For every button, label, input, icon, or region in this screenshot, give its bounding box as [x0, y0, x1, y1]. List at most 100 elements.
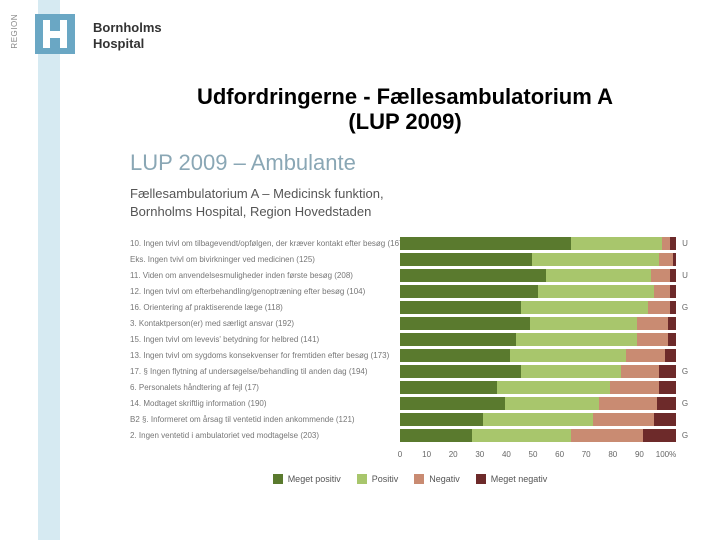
bar-segment: [400, 301, 521, 314]
x-tick: 30: [475, 450, 484, 459]
stacked-bar: [400, 237, 676, 250]
x-tick: 100%: [656, 450, 676, 459]
legend-item: Positiv: [357, 474, 399, 484]
chart-row: 13. Ingen tvivl om sygdoms konsekvenser …: [130, 348, 690, 363]
stacked-bar: [400, 285, 676, 298]
legend-label: Meget negativ: [491, 474, 548, 484]
bar-segment: [571, 429, 643, 442]
chart-row: 3. Kontaktperson(er) med særligt ansvar …: [130, 316, 690, 331]
x-tick: 70: [582, 450, 591, 459]
bar-segment: [546, 269, 651, 282]
bar-segment: [593, 413, 654, 426]
stacked-bar: [400, 429, 676, 442]
row-label: 13. Ingen tvivl om sygdoms konsekvenser …: [130, 351, 400, 360]
row-label: 10. Ingen tvivl om tilbagevendt/opfølgen…: [130, 239, 400, 248]
bar-segment: [610, 381, 660, 394]
bar-segment: [654, 413, 676, 426]
legend-swatch: [476, 474, 486, 484]
bar-segment: [400, 237, 571, 250]
bar-segment: [648, 301, 670, 314]
hospital-name-line2: Hospital: [93, 36, 162, 52]
bar-segment: [668, 333, 676, 346]
row-label: 3. Kontaktperson(er) med særligt ansvar …: [130, 319, 400, 328]
row-label: Eks. Ingen tvivl om bivirkninger ved med…: [130, 255, 400, 264]
subheader-line2: Bornholms Hospital, Region Hovedstaden: [130, 203, 384, 221]
x-tick: 50: [529, 450, 538, 459]
bar-segment: [659, 381, 676, 394]
stacked-bar: [400, 333, 676, 346]
h-logo-icon: [35, 14, 75, 54]
stacked-bar: [400, 253, 676, 266]
chart-row: B2 §. Informeret om årsag til ventetid i…: [130, 412, 690, 427]
x-tick: 60: [555, 450, 564, 459]
bar-segment: [670, 285, 676, 298]
x-axis: 0102030405060708090100%: [400, 450, 666, 466]
legend-item: Negativ: [414, 474, 460, 484]
row-label: 6. Personalets håndtering af fejl (17): [130, 383, 400, 392]
bar-segment: [400, 317, 530, 330]
row-letter: U: [676, 239, 690, 248]
row-label: 17. § Ingen flytning af undersøgelse/beh…: [130, 367, 400, 376]
legend: Meget positiv Positiv Negativ Meget negativ: [130, 474, 690, 484]
bar-segment: [400, 269, 546, 282]
chart-row: 16. Orientering af praktiserende læge (1…: [130, 300, 690, 315]
bar-segment: [400, 349, 510, 362]
bar-segment: [472, 429, 571, 442]
bar-segment: [400, 429, 472, 442]
chart-row: Eks. Ingen tvivl om bivirkninger ved med…: [130, 252, 690, 267]
x-tick: 0: [398, 450, 402, 459]
stacked-bar: [400, 381, 676, 394]
bar-segment: [400, 285, 538, 298]
bar-segment: [571, 237, 662, 250]
bar-segment: [400, 333, 516, 346]
bar-segment: [530, 317, 638, 330]
bar-segment: [510, 349, 626, 362]
chart-row: 15. Ingen tvivl om levevis' betydning fo…: [130, 332, 690, 347]
bar-segment: [521, 365, 620, 378]
stacked-bar: [400, 413, 676, 426]
stacked-bar: [400, 365, 676, 378]
bar-segment: [516, 333, 637, 346]
bar-segment: [497, 381, 610, 394]
x-tick: 10: [422, 450, 431, 459]
chart-row: 17. § Ingen flytning af undersøgelse/beh…: [130, 364, 690, 379]
chart-row: 14. Modtaget skriftlig information (190)…: [130, 396, 690, 411]
bar-segment: [400, 381, 497, 394]
stacked-bar: [400, 301, 676, 314]
slide-title: Udfordringerne - Fællesambulatorium A (L…: [130, 84, 680, 135]
bar-segment: [532, 253, 659, 266]
hospital-name-line1: Bornholms: [93, 20, 162, 36]
bar-segment: [670, 301, 676, 314]
chart-row: 10. Ingen tvivl om tilbagevendt/opfølgen…: [130, 236, 690, 251]
bar-segment: [505, 397, 599, 410]
row-letter: G: [676, 399, 690, 408]
row-label: B2 §. Informeret om årsag til ventetid i…: [130, 415, 400, 424]
section-header: LUP 2009 – Ambulante: [130, 150, 356, 176]
legend-swatch: [357, 474, 367, 484]
stacked-bar: [400, 269, 676, 282]
bar-segment: [643, 429, 676, 442]
bar-segment: [654, 285, 671, 298]
bar-segment: [670, 269, 676, 282]
slide-title-line2: (LUP 2009): [348, 109, 461, 134]
stacked-bar: [400, 317, 676, 330]
legend-item: Meget positiv: [273, 474, 341, 484]
subheader: Fællesambulatorium A – Medicinsk funktio…: [130, 185, 384, 220]
region-label: REGION: [10, 14, 19, 49]
stacked-bar: [400, 397, 676, 410]
row-label: 15. Ingen tvivl om levevis' betydning fo…: [130, 335, 400, 344]
legend-swatch: [414, 474, 424, 484]
legend-label: Negativ: [429, 474, 460, 484]
bar-segment: [668, 317, 676, 330]
bar-segment: [670, 237, 676, 250]
bar-segment: [400, 397, 505, 410]
bar-segment: [400, 253, 532, 266]
bar-segment: [665, 349, 676, 362]
chart-row: 11. Viden om anvendelsesmuligheder inden…: [130, 268, 690, 283]
row-letter: G: [676, 367, 690, 376]
bar-segment: [626, 349, 665, 362]
x-tick: 90: [635, 450, 644, 459]
hospital-name: Bornholms Hospital: [93, 14, 162, 51]
legend-label: Meget positiv: [288, 474, 341, 484]
chart: 10. Ingen tvivl om tilbagevendt/opfølgen…: [130, 236, 690, 496]
